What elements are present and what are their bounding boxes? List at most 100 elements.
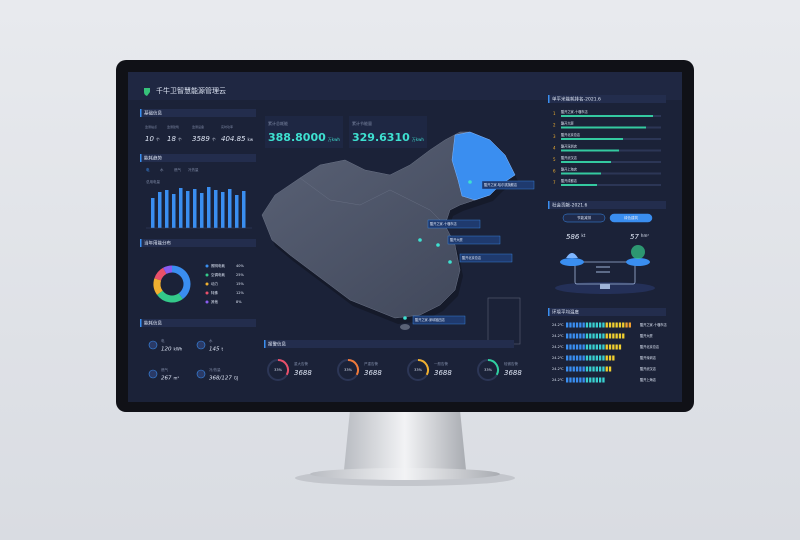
legend-name: 特殊 (211, 290, 218, 295)
temp-segment (579, 377, 582, 383)
trend-tab[interactable]: 冷热量 (188, 167, 199, 172)
temp-segment (572, 333, 575, 339)
trend-bar (151, 198, 155, 228)
temp-segment (579, 322, 582, 328)
temp-label: 24.2℃ (552, 345, 564, 349)
social-tab-label: 节能减排 (577, 215, 591, 220)
temp-segment (585, 366, 589, 372)
temp-bar (566, 355, 615, 361)
rank-number: 2 (553, 123, 556, 128)
energy-label: 电 (161, 338, 165, 343)
rank-number: 5 (553, 157, 556, 162)
temp-segment (589, 366, 592, 372)
temp-segment (589, 355, 592, 361)
temp-segment (615, 322, 618, 328)
legend-value: 25% (236, 273, 244, 277)
trend-tab[interactable]: 电 (146, 167, 150, 172)
stat-unit: 个 (156, 137, 160, 142)
temp-segment (582, 355, 585, 361)
rank-name: 酷开北京总店 (561, 132, 580, 137)
trend-bar (242, 191, 246, 228)
rank-number: 3 (553, 134, 556, 139)
legend-dot (205, 273, 209, 277)
temp-label: 24.2℃ (552, 334, 564, 338)
temp-segment (592, 355, 595, 361)
rank-number: 1 (553, 111, 556, 116)
temp-segment (599, 366, 602, 372)
trend-bar (158, 192, 162, 228)
temp-segment (625, 322, 628, 328)
panel-header (140, 239, 256, 247)
temp-segment (599, 322, 602, 328)
trend-tab[interactable]: 水 (160, 167, 164, 172)
legend-name: 动力 (211, 281, 218, 286)
site-tag (427, 219, 481, 229)
panel-title: 基础信息 (144, 110, 162, 117)
rank-name: 酷开武汉店 (561, 155, 577, 160)
site-name: 酷开北京总店 (462, 255, 481, 260)
total-box (265, 116, 343, 148)
rank-name: 酷开成都店 (561, 178, 577, 183)
temp-segment (589, 322, 592, 328)
temp-segment (569, 366, 572, 372)
temp-bar (566, 377, 605, 383)
alarm-name: 一般告警 (434, 361, 448, 366)
temp-segment (569, 355, 572, 361)
temp-bar (566, 344, 622, 350)
temp-segment (582, 366, 585, 372)
energy-icon (148, 340, 158, 350)
stat-value: 10 (145, 135, 154, 143)
legend-name: 空调电耗 (211, 272, 225, 277)
panel-header (548, 201, 666, 209)
temp-segment (605, 322, 608, 328)
legend-value: 12% (236, 291, 244, 295)
temp-segment (615, 344, 618, 350)
gauge-label: 33% (414, 368, 422, 372)
header-marker (140, 319, 142, 327)
donut-segment (153, 278, 163, 295)
energy-icon (196, 340, 206, 350)
energy-icon (148, 369, 158, 379)
energy-label: 水 (209, 338, 213, 343)
temp-segment (618, 333, 622, 339)
site-dot[interactable] (448, 260, 452, 264)
rank-bar (561, 184, 597, 186)
social-unit: hm² (641, 233, 649, 238)
site-dot[interactable] (436, 243, 440, 247)
rank-number: 6 (553, 169, 556, 174)
gauge-arc (277, 359, 289, 376)
site-name: 酷开大厦 (450, 237, 464, 242)
temp-segment (569, 377, 572, 383)
social-tab[interactable] (562, 213, 606, 223)
total-unit: 万kwh (412, 137, 425, 142)
site-dot[interactable] (468, 180, 472, 184)
social-tab[interactable] (609, 213, 653, 223)
panel-header (264, 340, 514, 348)
legend-dot (205, 282, 209, 286)
site-dot[interactable] (418, 238, 422, 242)
trend-tab[interactable]: 燃气 (174, 167, 181, 172)
temp-segment (582, 344, 585, 350)
trend-bar (214, 190, 218, 228)
trend-caption: 总用电量 (146, 179, 160, 184)
map-hainan (400, 324, 410, 330)
temp-segment (612, 322, 615, 328)
site-dot[interactable] (403, 316, 407, 320)
legend-name: 照明电耗 (211, 263, 225, 268)
temp-segment (622, 333, 625, 339)
panel-header (548, 308, 666, 316)
temp-name: 酷开大厦 (640, 333, 654, 338)
temp-segment (572, 377, 575, 383)
temp-segment (569, 344, 572, 350)
trend-bar (179, 188, 183, 228)
energy-unit: kWh (174, 347, 183, 352)
energy-label: 燃气 (161, 367, 168, 372)
temp-segment (589, 344, 592, 350)
alarm-name: 重大告警 (294, 361, 308, 366)
energy-value: 145 (209, 347, 220, 353)
temp-segment (602, 322, 605, 328)
panel-header (140, 109, 256, 117)
panel-title: 能耗信息 (144, 320, 162, 327)
